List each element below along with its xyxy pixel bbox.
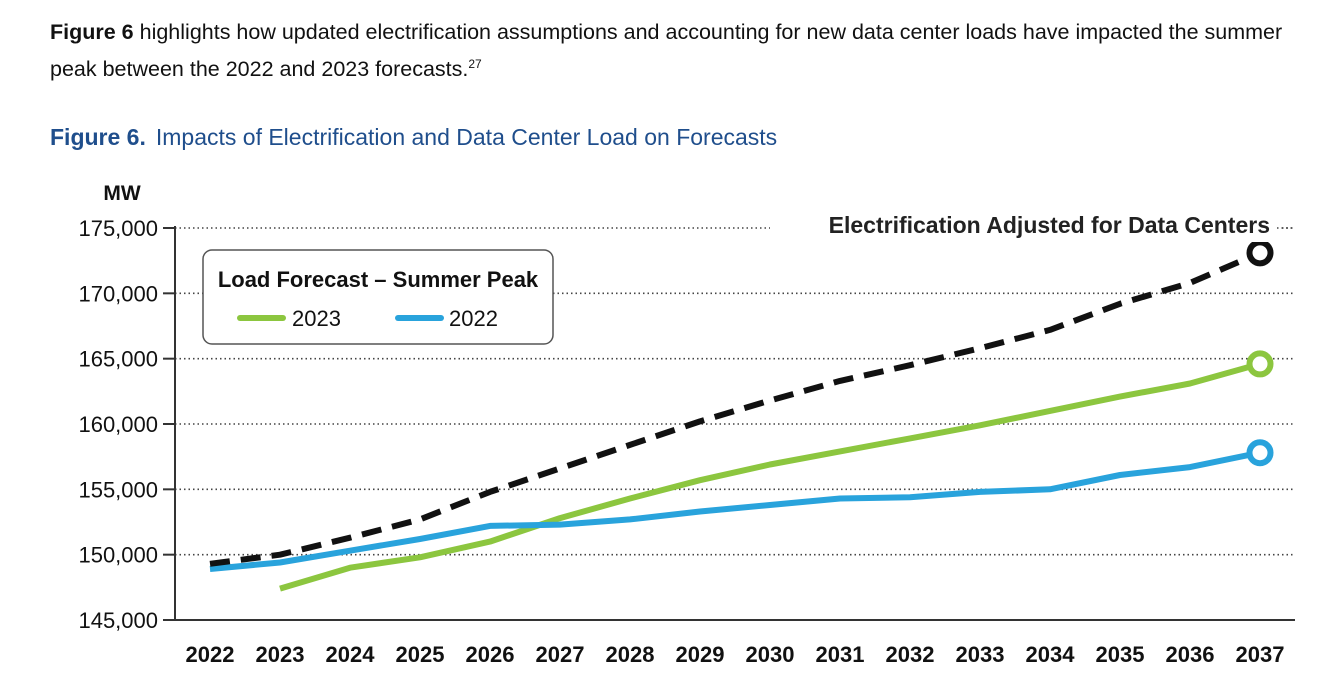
intro-paragraph: Figure 6 highlights how updated electrif… — [50, 14, 1290, 88]
x-tick-label-2022: 2022 — [186, 642, 235, 667]
series-group — [209, 239, 1274, 592]
legend: Load Forecast – Summer Peak 2023 2022 — [202, 249, 554, 345]
legend-title: Load Forecast – Summer Peak — [218, 267, 539, 292]
intro-lead: Figure 6 — [50, 20, 134, 44]
legend-label-2022: 2022 — [449, 306, 498, 331]
y-tick-label-160000: 160,000 — [78, 412, 158, 437]
y-tick-label-145000: 145,000 — [78, 608, 158, 633]
x-axis-ticks: 2022 2023 2024 2025 2026 2027 2028 2029 2030 2031… — [186, 642, 1285, 667]
y-tick-label-165000: 165,000 — [78, 347, 158, 372]
series-line-2022 — [209, 449, 1261, 572]
x-tick-label-2032: 2032 — [886, 642, 935, 667]
series-endpoint-2022 — [1246, 439, 1274, 467]
footnote-ref[interactable]: 27 — [468, 56, 482, 71]
legend-label-2023: 2023 — [292, 306, 341, 331]
y-tick-label-170000: 170,000 — [78, 281, 158, 306]
annotation-background — [770, 208, 1280, 242]
x-tick-label-2034: 2034 — [1026, 642, 1076, 667]
x-tick-label-2035: 2035 — [1096, 642, 1145, 667]
x-tick-label-2036: 2036 — [1166, 642, 1215, 667]
legend-box — [202, 249, 554, 345]
x-tick-label-2028: 2028 — [606, 642, 655, 667]
figure-label: Figure 6. — [50, 124, 146, 150]
series-line-2023 — [279, 361, 1261, 592]
x-tick-label-2026: 2026 — [466, 642, 515, 667]
x-tick-label-2031: 2031 — [816, 642, 865, 667]
figure-title: Figure 6. Impacts of Electrification and … — [50, 124, 777, 151]
x-tick-label-2033: 2033 — [956, 642, 1005, 667]
x-tick-label-2024: 2024 — [326, 642, 376, 667]
series-line-electrification-adjusted-for-data-centers — [209, 250, 1262, 567]
figure-caption: Impacts of Electrification and Data Cent… — [155, 124, 778, 150]
annotation-label: Electrification Adjusted for Data Center… — [829, 212, 1270, 238]
annotation-group: Electrification Adjusted for Data Center… — [770, 208, 1293, 242]
series-endpoint-electrification-adjusted-for-data-centers — [1246, 239, 1274, 267]
x-tick-label-2037: 2037 — [1236, 642, 1285, 667]
x-tick-label-2027: 2027 — [536, 642, 585, 667]
y-tick-label-175000: 175,000 — [78, 216, 158, 241]
x-tick-label-2025: 2025 — [396, 642, 445, 667]
x-tick-label-2023: 2023 — [256, 642, 305, 667]
y-axis-ticks: 145,000 150,000 155,000 160,000 165,000 170,0… — [78, 216, 175, 633]
series-endpoint-2023 — [1246, 350, 1274, 378]
y-tick-label-150000: 150,000 — [78, 543, 158, 568]
x-tick-label-2030: 2030 — [746, 642, 795, 667]
y-axis-label: MW — [103, 182, 140, 205]
chart: MW 145,000 150,000 155,000 160,000 165,000 17… — [78, 182, 1295, 667]
intro-text: highlights how updated electrification a… — [50, 20, 1283, 81]
x-tick-label-2029: 2029 — [676, 642, 725, 667]
y-tick-label-155000: 155,000 — [78, 477, 158, 502]
